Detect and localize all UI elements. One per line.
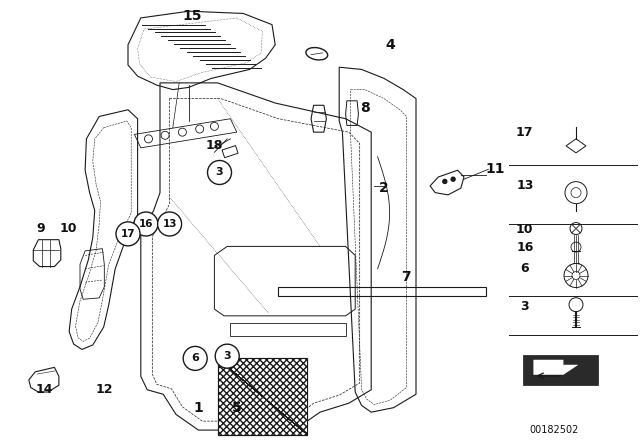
Text: 11: 11 <box>485 162 504 177</box>
Text: 8: 8 <box>360 100 370 115</box>
Circle shape <box>183 346 207 370</box>
Circle shape <box>451 177 455 181</box>
Polygon shape <box>524 355 598 385</box>
Circle shape <box>443 180 447 183</box>
Text: 2: 2 <box>379 181 389 195</box>
Circle shape <box>116 222 140 246</box>
Text: 14: 14 <box>36 383 54 396</box>
Text: 17: 17 <box>516 125 534 139</box>
Text: 3: 3 <box>223 351 231 361</box>
Circle shape <box>215 344 239 368</box>
Text: 00182502: 00182502 <box>529 425 579 435</box>
Circle shape <box>207 160 232 185</box>
Text: 13: 13 <box>516 179 534 193</box>
Text: 12: 12 <box>95 383 113 396</box>
Text: 4: 4 <box>385 38 396 52</box>
Text: 16: 16 <box>139 219 153 229</box>
Text: 9: 9 <box>36 222 45 235</box>
Text: 15: 15 <box>182 9 202 23</box>
Text: 5: 5 <box>232 401 242 415</box>
Text: 6: 6 <box>520 262 529 276</box>
Text: 17: 17 <box>121 229 135 239</box>
Text: 3: 3 <box>520 300 529 314</box>
Text: 1: 1 <box>193 401 204 415</box>
Polygon shape <box>533 360 579 375</box>
Text: 10: 10 <box>516 223 534 237</box>
Text: 7: 7 <box>401 270 412 284</box>
Circle shape <box>134 212 158 236</box>
Text: 18: 18 <box>205 139 223 152</box>
Text: 13: 13 <box>163 219 177 229</box>
Polygon shape <box>218 358 307 435</box>
Text: 6: 6 <box>191 353 199 363</box>
Text: 16: 16 <box>516 241 534 254</box>
Circle shape <box>157 212 182 236</box>
Text: 10: 10 <box>59 222 77 235</box>
Text: 3: 3 <box>216 168 223 177</box>
